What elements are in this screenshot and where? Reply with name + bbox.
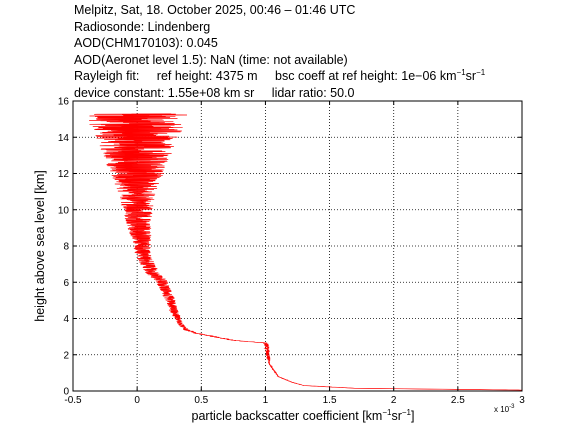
x-tick-label: 0.5	[194, 395, 208, 406]
lidar-ratio: lidar ratio: 50.0	[271, 85, 355, 100]
x-tick-label: 0	[134, 395, 140, 406]
x-tick-label: -0.5	[64, 395, 82, 406]
y-tick-label: 0	[63, 387, 69, 398]
x-tick-label: 1	[263, 395, 269, 406]
y-tick-label: 2	[63, 350, 69, 361]
y-tick-label: 16	[58, 97, 70, 108]
y-axis-label: height above sea level [km]	[33, 170, 47, 322]
plot-header: Melpitz, Sat, 18. October 2025, 00:46 – …	[74, 2, 485, 101]
x-exponent-base: x 10	[494, 405, 510, 414]
x-tick-label: 1.5	[323, 395, 337, 406]
y-tick-label: 10	[58, 205, 70, 216]
x-axis-label: particle backscatter coefficient [km−1sr…	[191, 408, 415, 424]
x-tick-label: 2.5	[451, 395, 465, 406]
device-info: device constant: 1.55e+08 km sr lidar ra…	[74, 85, 485, 102]
x-axis-exponent: x 10-3	[494, 404, 515, 414]
x-exponent-power: -3	[509, 404, 515, 410]
device-constant: device constant: 1.55e+08 km sr	[74, 85, 255, 100]
title-location-time: Melpitz, Sat, 18. October 2025, 00:46 – …	[74, 3, 356, 17]
y-tick-label: 14	[58, 133, 70, 144]
y-tick-label: 8	[63, 242, 69, 253]
aod-chm-info: AOD(CHM170103): 0.045	[74, 36, 218, 50]
profile-line	[89, 113, 523, 392]
x-tick-label: 2	[391, 395, 397, 406]
y-tick-label: 12	[58, 169, 70, 180]
backscatter-profile	[89, 113, 523, 392]
rayleigh-fit-info: Rayleigh fit: ref height: 4375 m bsc coe…	[74, 68, 486, 84]
aod-aeronet-info: AOD(Aeronet level 1.5): NaN (time: not a…	[74, 52, 348, 67]
x-tick-label: 3	[519, 395, 525, 406]
rayleigh-label: Rayleigh fit:	[74, 69, 140, 83]
y-tick-label: 6	[63, 278, 69, 289]
radiosonde-info: Radiosonde: Lindenberg	[74, 19, 211, 34]
x-axis-label-main: particle backscatter coefficient [km	[191, 409, 383, 423]
y-tick-label: 4	[63, 314, 69, 325]
bsc-coeff: bsc coeff at ref height: 1e−06 km	[275, 69, 457, 83]
ref-height: ref height: 4375 m	[156, 69, 258, 83]
